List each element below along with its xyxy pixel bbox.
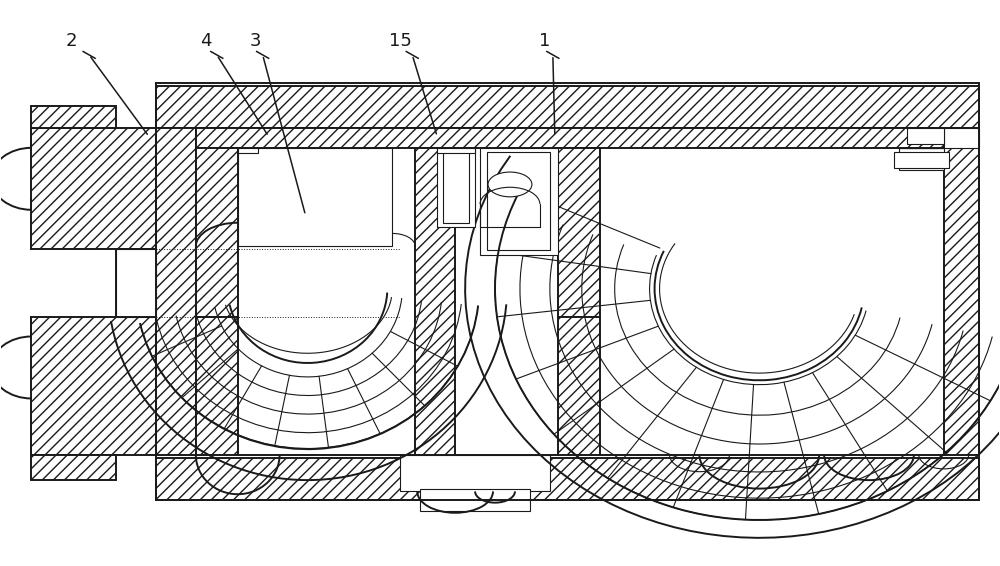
Bar xyxy=(156,86,979,128)
Bar xyxy=(156,83,979,500)
Bar xyxy=(238,148,392,246)
Bar xyxy=(480,148,558,255)
Bar xyxy=(437,148,475,226)
Bar xyxy=(156,128,196,455)
Bar xyxy=(400,455,550,491)
Bar xyxy=(487,152,550,250)
Bar xyxy=(196,128,944,148)
Bar xyxy=(443,151,469,224)
Text: 15: 15 xyxy=(389,32,412,50)
Bar xyxy=(437,148,475,153)
Bar xyxy=(196,317,238,455)
Bar xyxy=(196,148,238,317)
Bar xyxy=(899,148,944,170)
Bar xyxy=(894,152,949,168)
Bar xyxy=(420,488,530,511)
Text: 3: 3 xyxy=(250,32,261,50)
Bar xyxy=(31,317,156,455)
Bar xyxy=(558,148,600,317)
Bar xyxy=(31,106,116,128)
Text: 4: 4 xyxy=(200,32,212,50)
Bar xyxy=(944,128,979,455)
Circle shape xyxy=(488,172,532,197)
Text: 1: 1 xyxy=(539,32,551,50)
Bar xyxy=(558,317,600,455)
Bar xyxy=(116,249,156,317)
Bar xyxy=(907,128,944,144)
Bar xyxy=(238,148,258,153)
Bar xyxy=(31,128,156,249)
Polygon shape xyxy=(899,128,979,148)
Bar xyxy=(415,148,455,455)
Bar xyxy=(156,457,979,500)
Text: 2: 2 xyxy=(65,32,77,50)
Bar xyxy=(31,455,116,480)
